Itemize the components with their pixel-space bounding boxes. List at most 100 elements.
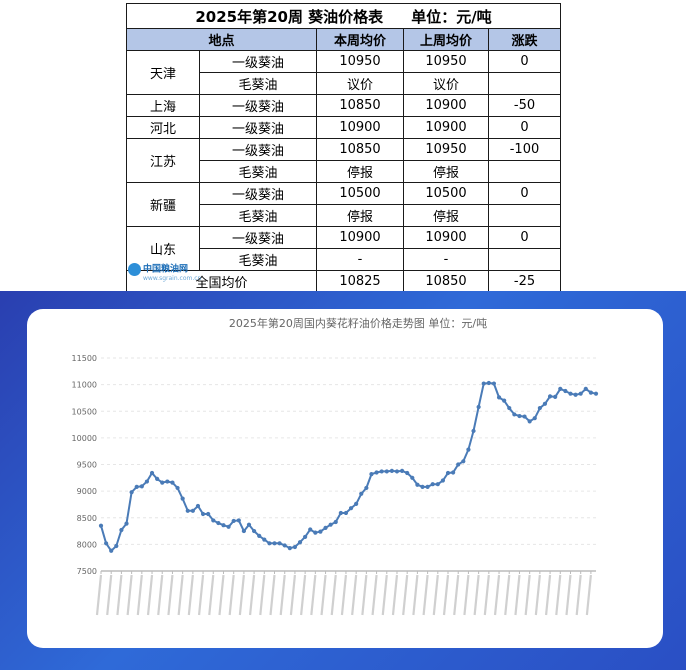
table-row: 新疆 一级葵油 10500 10500 0 [126,182,561,227]
x-tick-label [565,574,572,616]
data-point [461,459,466,464]
national-last-week: 10850 [403,270,489,293]
data-point [272,541,277,546]
series-line [100,381,597,553]
data-point [226,524,231,529]
x-tick-label [442,574,450,616]
data-point [563,388,568,394]
region-cell: 天津 [126,50,200,95]
data-point [200,511,206,517]
y-tick-label: 8000 [77,540,97,549]
x-tick-label [228,574,235,616]
data-point [211,518,216,523]
this-week-cell: 10500 [316,182,404,205]
data-point [160,480,165,485]
chart-axes: 7500 8000 8500 9000 9500 10000 10500 11000 11500 [72,354,596,616]
x-tick-label [279,574,286,616]
data-point [251,528,257,534]
data-point [384,469,389,474]
x-tick-label [381,574,388,616]
x-tick-label [412,574,419,616]
data-point [496,395,502,400]
data-point [410,475,415,480]
data-point [246,522,252,527]
grade-cell: 一级葵油 [199,94,317,117]
data-point [195,503,201,509]
x-tick-label [300,574,307,616]
x-tick-label [555,574,562,616]
x-tick-label [136,574,143,616]
this-week-cell: 10850 [316,138,404,161]
data-point [292,544,298,550]
chart-title: 2025年第20周国内葵花籽油价格走势图 单位：元/吨 [229,316,487,330]
data-point [170,480,175,485]
x-tick-label [116,574,123,616]
data-point [512,412,517,417]
data-point [267,541,272,546]
data-point [553,394,558,399]
x-tick-label [289,574,297,616]
data-point [114,543,119,549]
this-week-cell: 10900 [316,226,404,249]
x-tick-label [238,574,245,616]
grade-cell: 一级葵油 [199,182,317,205]
chart-grid [101,357,596,545]
x-tick-label [218,574,225,616]
data-point [221,523,226,528]
data-point [471,428,476,434]
data-point [308,527,313,532]
data-point [149,470,155,476]
x-tick-label [310,574,317,616]
data-point [282,543,287,548]
data-point [578,391,583,396]
data-point [451,470,456,475]
header-change: 涨跌 [488,28,561,51]
data-point [369,471,374,477]
data-point [379,469,384,474]
table-unit: 单位：元/吨 [411,7,492,26]
x-tick-label [371,574,378,616]
x-tick-label [585,574,592,616]
data-point [134,484,139,489]
region-cell: 新疆 [126,182,200,227]
data-point [139,484,144,489]
table-row: 毛葵油 - - [127,248,561,271]
data-point [583,386,588,391]
data-point [389,468,394,473]
data-point [104,541,109,546]
table-row: 天津 一级葵油 10950 10950 0 [126,50,561,95]
data-point [542,401,548,406]
table-row: 毛葵油 停报 停报 [127,204,561,227]
table-title: 2025年第20周 葵油价格表 单位：元/吨 [126,3,561,29]
x-tick-label [146,574,154,616]
data-point [297,540,303,545]
data-point [435,482,440,487]
data-point [98,523,104,528]
data-point [257,533,262,538]
data-point [405,470,410,476]
x-tick-label [330,574,337,616]
data-point [481,381,486,386]
y-tick-label: 10000 [72,434,97,443]
data-point [175,485,180,491]
data-point [180,496,185,501]
data-point [522,414,527,419]
x-tick-label [106,574,113,616]
data-point [236,518,241,523]
data-point [185,508,190,513]
x-tick-label [493,574,501,616]
x-tick-label [422,574,429,616]
data-point [558,386,563,391]
data-point [241,528,246,534]
data-point [348,506,354,511]
x-tick-label [534,574,541,616]
watermark-url: www.sgrain.com.cn [143,275,202,282]
table-title-text: 2025年第20周 葵油价格表 [195,7,384,26]
data-point [532,416,537,421]
x-tick-label [340,574,348,616]
data-point [568,391,573,396]
table-row: 毛葵油 议价 议价 [127,72,561,95]
data-point [440,478,446,483]
x-tick-label [402,574,409,616]
chart-series [100,381,597,553]
